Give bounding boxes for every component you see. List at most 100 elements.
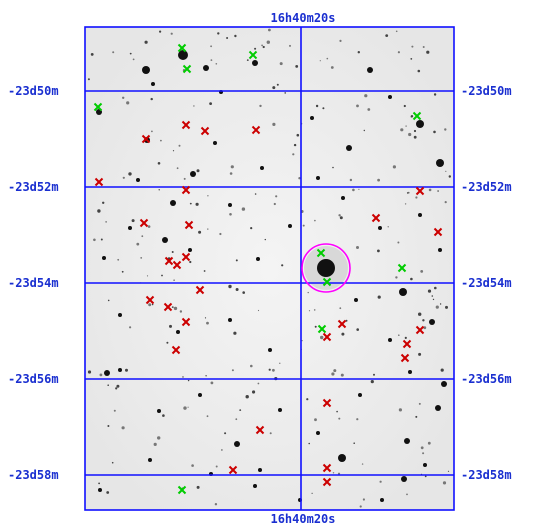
faint-star [445, 305, 448, 309]
green-marker-stroke [182, 64, 192, 74]
faint-star [339, 39, 342, 43]
faint-star [209, 102, 213, 105]
red-marker-stroke [322, 477, 332, 487]
star [142, 66, 150, 74]
faint-star [173, 306, 178, 311]
red-marker [322, 477, 332, 487]
star [253, 484, 257, 488]
green-marker [412, 111, 422, 121]
faint-star [400, 128, 404, 132]
red-marker [200, 126, 210, 136]
green-marker-stroke [316, 248, 326, 258]
red-marker-stroke [181, 252, 191, 262]
faint-star [171, 306, 174, 308]
red-marker [172, 260, 182, 270]
faint-star [424, 475, 427, 478]
star [188, 248, 192, 252]
faint-star [195, 202, 199, 206]
green-marker-stroke [177, 485, 187, 495]
faint-star [183, 177, 186, 180]
star [136, 178, 140, 182]
star [399, 288, 407, 296]
faint-star [231, 369, 234, 372]
faint-star [356, 246, 359, 249]
faint-star [268, 28, 271, 32]
faint-star [129, 52, 132, 55]
faint-star [106, 491, 110, 494]
red-marker [164, 256, 174, 266]
faint-star [427, 441, 431, 445]
star [401, 476, 407, 482]
red-marker-stroke [400, 353, 410, 363]
faint-star [252, 390, 256, 394]
faint-star [423, 326, 427, 330]
green-marker-stroke [412, 111, 422, 121]
faint-star [129, 326, 132, 329]
faint-star [433, 130, 436, 134]
faint-star [233, 331, 237, 335]
star [316, 176, 320, 180]
faint-star [205, 375, 207, 377]
faint-star [210, 45, 213, 48]
faint-star [115, 387, 118, 390]
faint-star [432, 298, 435, 301]
red-marker [415, 186, 425, 196]
faint-star [122, 96, 125, 100]
faint-star [404, 203, 407, 205]
faint-star [215, 465, 218, 468]
faint-star [292, 153, 295, 156]
red-marker-stroke [94, 177, 104, 187]
red-marker [371, 213, 381, 223]
faint-star [356, 418, 359, 421]
star [148, 458, 152, 462]
target-circle [301, 243, 351, 293]
faint-star [125, 368, 128, 372]
faint-star [131, 219, 135, 223]
faint-star [398, 408, 402, 412]
star [118, 368, 122, 372]
star [258, 468, 262, 472]
faint-star [341, 332, 345, 336]
faint-star [250, 364, 253, 368]
star [438, 248, 442, 252]
faint-star [107, 384, 109, 387]
faint-star [179, 310, 183, 313]
faint-star [445, 170, 447, 172]
star [310, 116, 314, 120]
red-marker-stroke [139, 218, 149, 228]
star [288, 224, 292, 228]
faint-star [198, 230, 202, 234]
red-marker [402, 339, 412, 349]
faint-star [100, 238, 103, 241]
star [418, 213, 422, 217]
red-marker [181, 317, 191, 327]
faint-star [410, 277, 413, 281]
faint-star [246, 59, 249, 61]
faint-star [426, 50, 430, 54]
faint-star [191, 464, 194, 467]
faint-star [121, 270, 124, 273]
faint-star [444, 201, 447, 204]
faint-star [444, 128, 447, 131]
faint-star [172, 150, 175, 152]
red-marker-stroke [164, 256, 174, 266]
faint-star [204, 317, 207, 319]
faint-star [182, 376, 184, 378]
faint-star [241, 207, 246, 211]
faint-star [356, 328, 360, 331]
faint-star [358, 188, 360, 190]
faint-star [298, 177, 301, 180]
star [268, 348, 272, 352]
star [157, 409, 161, 413]
faint-star [113, 409, 116, 412]
source-markers [93, 43, 443, 495]
faint-star [404, 336, 407, 339]
faint-star [273, 202, 276, 206]
faint-star [397, 241, 400, 244]
star [228, 203, 232, 207]
faint-star [397, 51, 400, 54]
faint-star [417, 69, 421, 73]
faint-star [362, 498, 365, 501]
faint-star [313, 309, 316, 311]
